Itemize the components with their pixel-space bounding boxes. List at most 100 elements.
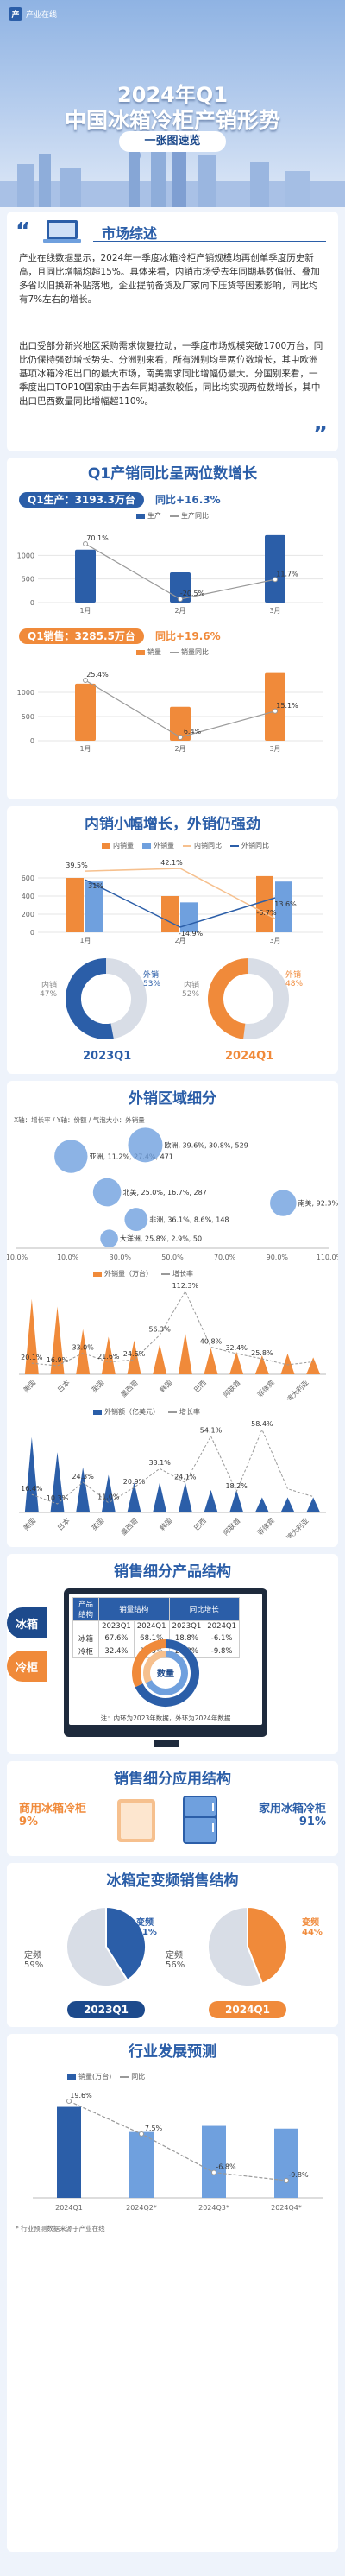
d1-out-label: 外销 53%: [143, 971, 161, 988]
legend-export: 外销量: [154, 842, 174, 849]
yoy-label: 7.5%: [145, 2125, 163, 2132]
yoy-point: [66, 2099, 72, 2104]
application-card: 销售细分应用结构 商用冰箱冷柜 9% 家用冰箱冷柜 91%: [7, 1761, 338, 1856]
overview-title: 市场综述: [102, 225, 158, 242]
country-bar: [101, 1474, 116, 1512]
domestic-export-card: 内销小幅增长，外销仍强劲 内销量 外销量 内销同比 外销同比 0 200 400 60…: [7, 806, 338, 1074]
country-bar: [50, 1452, 65, 1512]
inverter-card: 冰箱定变频销售结构 定频 59% 变频 41% 定频 56% 变频 44% 2023Q1…: [7, 1863, 338, 2027]
td-sub-1: 2023Q1: [98, 1620, 135, 1632]
fridge-illustration: [117, 1796, 217, 1844]
x-tick-label: 菲律宾: [255, 1516, 276, 1537]
x-tick-label: 2月: [174, 607, 185, 615]
bar: [170, 572, 191, 603]
region-bubble: [100, 1229, 118, 1248]
yoy-label: 20.1%: [21, 1354, 43, 1361]
yoy-label: 33.0%: [72, 1343, 94, 1351]
inv-a-var: 变频 41%: [136, 1918, 157, 1937]
x-tick-label: 3月: [269, 937, 280, 944]
yoy-label: 16.9%: [47, 1356, 69, 1364]
application-right-label: 家用冰箱冷柜: [258, 1803, 326, 1815]
country-bar: [178, 1333, 192, 1374]
domestic-yoy-label: -6.7%: [256, 909, 277, 917]
legend-forecast-yoy: 同比: [131, 2073, 146, 2080]
y-tick-label: 0: [30, 599, 34, 607]
sales-legend: 销量 销量同比: [136, 647, 209, 657]
country-bar: [280, 1497, 295, 1512]
x-tick-label: 3月: [269, 745, 280, 753]
x-tick-label: 70.0%: [214, 1253, 236, 1261]
x-tick-label: 2024Q1: [55, 2204, 83, 2212]
th-yoy: 同比增长: [168, 1597, 241, 1621]
y-tick-label: 0: [30, 929, 34, 937]
region-bubble: [270, 1190, 297, 1216]
x-tick-label: 1月: [79, 937, 91, 944]
country-bar: [280, 1354, 295, 1374]
country-bar: [254, 1355, 269, 1374]
overview-paragraph-2: 出口受部分新兴地区采购需求恢复拉动，一季度市场规模突破1700万台，同比仍保持强…: [19, 341, 323, 407]
y-tick-label: 1000: [17, 689, 34, 697]
x-tick-label: 澳大利亚: [285, 1378, 310, 1400]
yoy-label: 33.1%: [148, 1459, 171, 1467]
bar: [275, 881, 292, 932]
yoy-point: [139, 2131, 144, 2137]
legend-domestic-yoy: 内销同比: [194, 842, 222, 849]
country-bar: [204, 1348, 218, 1374]
yoy-label: 40.8%: [200, 1337, 223, 1345]
brand-logo-text: 产业在线: [26, 10, 58, 20]
yoy-label: 20.9%: [123, 1478, 146, 1486]
y-tick-label: 500: [22, 713, 34, 721]
country-bar: [153, 1482, 167, 1512]
yoy-label: 24.3%: [72, 1473, 94, 1481]
tag-freezer: 冷柜: [7, 1651, 47, 1682]
domestic-export-chart: 0 200 400 600 1月 2月 3月 39.5% 42.1% -6.7% 31% -14.9%…: [22, 859, 323, 944]
donut-slice: [66, 958, 114, 1039]
x-tick-label: 韩国: [158, 1378, 173, 1393]
structure-inner-ring: [143, 1651, 166, 1683]
overview-rule: [93, 241, 326, 242]
x-tick-label: 日本: [55, 1378, 71, 1393]
y-tick-label: 500: [22, 576, 34, 584]
country-bar: [76, 1467, 91, 1512]
country-volume-chart: 美国 日本 英国 墨西哥 韩国 巴西 阿联酋 菲律宾 澳大利亚 20.1% 16.9%33.0%21…: [19, 1282, 326, 1400]
bar: [256, 875, 273, 932]
bar: [170, 706, 191, 741]
d1-in-label: 内销 47%: [40, 982, 58, 999]
region-bubble: [92, 1178, 122, 1207]
legend-export-yoy: 外销同比: [242, 842, 269, 849]
region-bubble-chart: -10.0% 10.0% 30.0% 50.0% 70.0% 90.0% 110.0% 亚洲,…: [7, 1127, 338, 1261]
td-sub-2: 2024Q1: [133, 1620, 170, 1632]
donut-2024-label: 2024Q1: [225, 1050, 274, 1063]
overview-paragraph-1: 产业在线数据显示，2024年一季度冰箱冷柜产销规模均再创单季度历史新高，且同比增…: [19, 253, 320, 305]
yoy-label: 18.2%: [225, 1482, 248, 1490]
yoy-label: 10.3%: [47, 1494, 69, 1502]
x-tick-label: 2024Q3*: [198, 2204, 229, 2212]
region-bubble-label: 亚洲, 11.2%, 27.4%, 471: [90, 1153, 173, 1161]
bar: [161, 896, 179, 932]
pie-slice: [66, 1905, 129, 1987]
region-bubble: [128, 1127, 163, 1163]
th-product: 产品结构: [72, 1597, 100, 1621]
donut-2024: [208, 958, 289, 1039]
yoy-label: 24.1%: [174, 1473, 197, 1481]
quote-icon: “: [16, 218, 31, 244]
legend-sales: 销量: [147, 648, 161, 656]
x-tick-label: 菲律宾: [255, 1378, 276, 1398]
monitor-frame: 产品结构 销量结构 同比增长 2023Q1 2024Q1 2023Q1 2024…: [64, 1588, 267, 1737]
x-tick-label: 英国: [90, 1378, 105, 1393]
x-tick-label: 110.0%: [317, 1253, 338, 1261]
x-tick-label: 3月: [269, 607, 280, 615]
value-legend: 外销额（亿美元） 增长率: [93, 1407, 200, 1417]
country-bar: [24, 1436, 39, 1512]
td-sub-3: 2023Q1: [168, 1620, 205, 1632]
yoy-point: [211, 2169, 216, 2175]
domestic-yoy-line: [85, 868, 276, 919]
inv-b-var: 变频 44%: [302, 1918, 323, 1937]
domestic-export-legend: 内销量 外销量 内销同比 外销同比: [102, 841, 269, 850]
quote-close-icon: ”: [312, 422, 328, 448]
country-bar: [178, 1482, 192, 1512]
x-tick-label: 1月: [79, 607, 91, 615]
forecast-title: 行业发展预测: [129, 2043, 216, 2061]
bar: [265, 534, 285, 603]
